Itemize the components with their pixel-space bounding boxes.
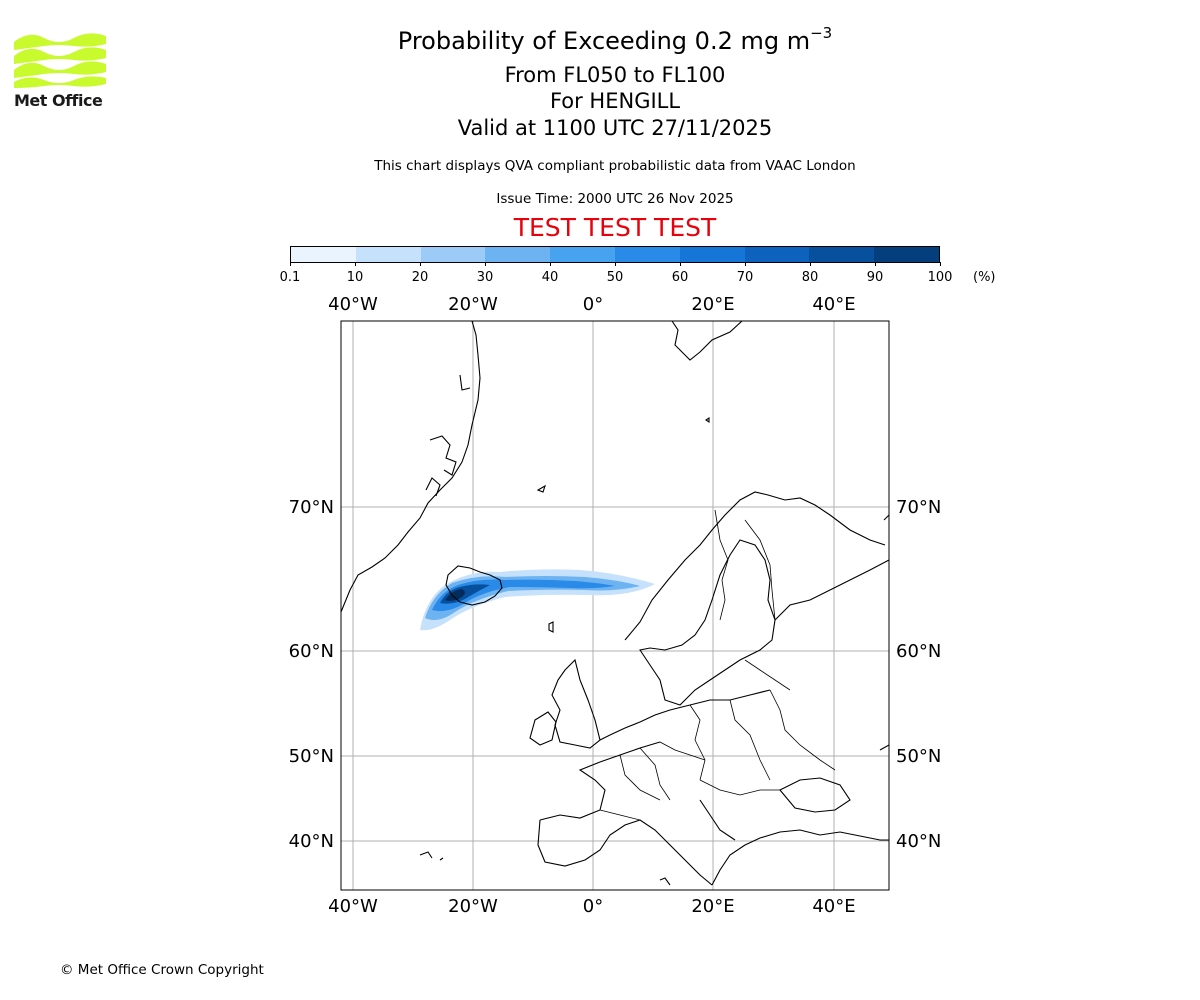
lon-label-bottom-40e: 40°E [812,896,855,917]
colorbar-unit: (%) [973,270,996,285]
test-banner: TEST TEST TEST [513,213,717,242]
lat-label-left-60n: 60°N [289,641,334,662]
colorbar-tick-label: 90 [866,270,884,285]
colorbar-tick-mark [875,262,876,266]
valid-time-subtitle: Valid at 1100 UTC 27/11/2025 [457,116,773,140]
colorbar-tick-mark [355,262,356,266]
lat-label-left-40n: 40°N [289,831,334,852]
lon-label-top-40w: 40°W [328,294,378,315]
lon-label-top-20e: 20°E [691,294,734,315]
colorbar-tick-mark [550,262,551,266]
colorbar-segment [291,247,356,262]
colorbar-segment [744,247,810,262]
colorbar-tick-mark [745,262,746,266]
copyright-notice: © Met Office Crown Copyright [60,962,264,978]
colorbar-segment [550,247,615,262]
colorbar-segment [874,247,939,262]
lon-label-bottom-20e: 20°E [691,896,734,917]
lon-label-bottom-20w: 20°W [448,896,498,917]
map-frame [340,320,890,891]
site-subtitle: For HENGILL [549,89,681,113]
colorbar-tick-mark [420,262,421,266]
lon-label-bottom-0: 0° [583,896,603,917]
coastlines [341,321,889,886]
flight-level-subtitle: From FL050 to FL100 [504,63,726,87]
ash-plume [420,569,655,631]
graticule [341,321,889,890]
probability-colorbar [290,246,940,263]
colorbar-tick-label: 20 [411,270,429,285]
colorbar-tick-label: 80 [801,270,819,285]
colorbar-segment [809,247,875,262]
met-office-logo-icon [14,33,106,88]
lat-label-right-60n: 60°N [896,641,941,662]
colorbar-tick-label: 10 [346,270,364,285]
country-borders [599,509,836,821]
issue-time: Issue Time: 2000 UTC 26 Nov 2025 [496,191,734,207]
colorbar-segment [420,247,486,262]
colorbar-tick-mark [810,262,811,266]
chart-description: This chart displays QVA compliant probab… [374,158,856,174]
colorbar-tick-label: 100 [927,270,953,285]
colorbar-segment [614,247,680,262]
colorbar-segment [485,247,551,262]
lon-label-top-20w: 20°W [448,294,498,315]
lon-label-top-0: 0° [583,294,603,315]
lat-label-right-40n: 40°N [896,831,941,852]
colorbar-tick-label: 40 [541,270,559,285]
colorbar-tick-label: 50 [606,270,624,285]
title-exponent: −3 [810,24,833,42]
lon-label-top-40e: 40°E [812,294,855,315]
colorbar-tick-mark [290,262,291,266]
lat-label-left-70n: 70°N [289,497,334,518]
colorbar-tick-label: 0.1 [279,270,301,285]
colorbar-tick-mark [680,262,681,266]
colorbar-tick-label: 30 [476,270,494,285]
title-main-text: Probability of Exceeding 0.2 mg m [397,27,811,55]
colorbar-tick-label: 70 [736,270,754,285]
lat-label-left-50n: 50°N [289,746,334,767]
colorbar-tick-mark [940,262,941,266]
lat-label-right-70n: 70°N [896,497,941,518]
colorbar-tick-label: 60 [671,270,689,285]
colorbar-segment [355,247,421,262]
lon-label-bottom-40w: 40°W [328,896,378,917]
colorbar-segment [679,247,745,262]
logo-wordmark: Met Office [14,91,103,110]
chart-title: Probability of Exceeding 0.2 mg m−3 [0,24,1200,55]
colorbar-tick-mark [485,262,486,266]
lat-label-right-50n: 50°N [896,746,941,767]
colorbar-tick-mark [615,262,616,266]
